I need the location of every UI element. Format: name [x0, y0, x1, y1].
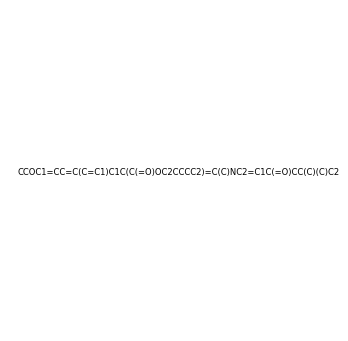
Text: CCOC1=CC=C(C=C1)C1C(C(=O)OC2CCCC2)=C(C)NC2=C1C(=O)CC(C)(C)C2: CCOC1=CC=C(C=C1)C1C(C(=O)OC2CCCC2)=C(C)N… [17, 168, 339, 177]
